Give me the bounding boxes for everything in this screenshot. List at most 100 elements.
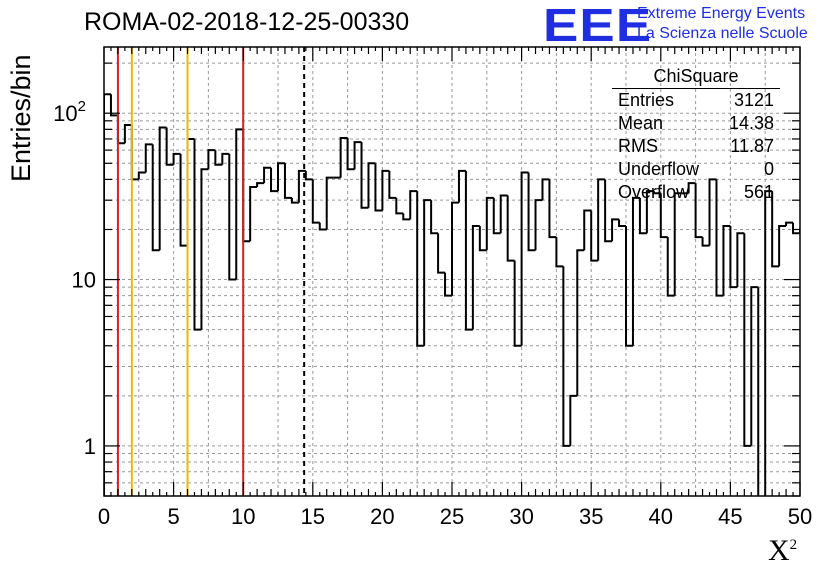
- stats-row: Entries 3121: [612, 89, 780, 112]
- x-tick-label: 50: [788, 504, 812, 529]
- histogram-bin: [457, 169, 466, 203]
- histogram-bin: [353, 141, 362, 170]
- x-tick-label: 30: [509, 504, 533, 529]
- histogram-bin: [381, 169, 390, 211]
- histogram-bin: [757, 287, 760, 496]
- histogram-bin: [367, 162, 376, 208]
- x-tick-label: 5: [167, 504, 179, 529]
- histogram-bin: [242, 129, 251, 243]
- stats-box: ChiSquare Entries 3121 Mean 14.38 RMS 11.87 Un…: [612, 64, 780, 204]
- stats-row: Overflow 561: [612, 181, 780, 204]
- stats-rows: Entries 3121 Mean 14.38 RMS 11.87 Underflow 0 Ov…: [612, 89, 780, 204]
- x-tick-label: 10: [231, 504, 255, 529]
- histogram-bin: [228, 153, 237, 281]
- histogram-bin: [778, 224, 787, 267]
- histogram-bin: [638, 197, 647, 235]
- histogram-bin: [659, 193, 668, 239]
- run-title: ROMA-02-2018-12-25-00330: [84, 8, 410, 36]
- histogram-bin: [771, 191, 780, 268]
- histogram-bin: [430, 200, 439, 235]
- histogram-bin: [325, 176, 334, 230]
- x-tick-label: 40: [649, 504, 673, 529]
- x-axis-label-main: X: [768, 534, 790, 567]
- histogram-bin: [256, 182, 265, 188]
- histogram-bin: [548, 179, 557, 239]
- histogram-bin: [123, 123, 132, 144]
- histogram-bin: [673, 192, 682, 296]
- histogram-bin: [109, 94, 118, 117]
- histogram-bin: [715, 179, 724, 297]
- histogram-bin: [750, 286, 759, 446]
- stats-row: RMS 11.87: [612, 135, 780, 158]
- histogram-bin: [318, 222, 327, 231]
- histogram-bin: [444, 272, 452, 297]
- stats-value: 3121: [733, 90, 774, 110]
- histogram-bin: [785, 221, 794, 226]
- histogram-bin: [346, 137, 355, 171]
- histogram-bin: [807, 191, 814, 229]
- histogram-bin: [645, 190, 654, 234]
- histogram-bin: [708, 178, 717, 246]
- logo-line-1: Extreme Energy Events: [637, 5, 806, 22]
- x-tick-label: 15: [301, 504, 325, 529]
- histogram-bin: [799, 228, 800, 234]
- histogram-bin: [618, 219, 626, 227]
- histogram-bin: [249, 186, 258, 242]
- histogram-bin: [339, 136, 348, 178]
- stats-title: ChiSquare: [612, 64, 780, 89]
- histogram-bin: [478, 225, 487, 252]
- histogram-bin: [625, 225, 633, 347]
- histogram-bin: [144, 143, 153, 173]
- x-axis-label-superscript: 2: [789, 537, 798, 553]
- histogram-bin: [416, 191, 425, 347]
- x-tick-label: 45: [718, 504, 742, 529]
- histogram-bin: [290, 197, 299, 204]
- histogram-bin: [792, 222, 800, 235]
- stats-label: Underflow: [618, 159, 700, 179]
- histogram-bin: [277, 162, 285, 192]
- histogram-bin: [451, 201, 459, 296]
- x-tick-label: 35: [579, 504, 603, 529]
- y-tick-label-exponent: 2: [78, 98, 86, 115]
- histogram-bin: [729, 225, 738, 289]
- logo-line-2: La Scienza nelle Scuole: [637, 25, 808, 42]
- histogram-bin: [130, 124, 139, 181]
- histogram-bin: [193, 138, 202, 331]
- histogram-bin: [402, 213, 411, 221]
- histogram-bin: [221, 152, 230, 165]
- histogram-bin: [207, 149, 216, 170]
- histogram-bin: [764, 190, 773, 496]
- histogram-bin: [569, 394, 578, 446]
- histogram-bin: [200, 168, 209, 330]
- histogram-bin: [499, 194, 508, 234]
- histogram-bin: [437, 233, 446, 274]
- y-tick-label-text: 10: [72, 268, 96, 293]
- histogram-bin: [283, 163, 292, 199]
- histogram-bin: [151, 144, 160, 252]
- histogram-bin: [158, 126, 167, 251]
- histogram-bin: [423, 199, 432, 346]
- histogram-bin: [590, 210, 599, 262]
- stats-value: 11.87: [730, 136, 774, 156]
- histogram-bin: [235, 128, 244, 280]
- histogram-bin: [360, 142, 369, 209]
- histogram-bin: [311, 179, 320, 224]
- stats-label: RMS: [618, 136, 658, 156]
- histogram-bin: [541, 178, 550, 201]
- histogram-bin: [137, 171, 146, 180]
- histogram-bin: [513, 260, 522, 347]
- histogram-bins: [104, 93, 814, 496]
- histogram-bin: [485, 196, 494, 251]
- stats-value: 561: [743, 182, 774, 202]
- histogram-bin: [604, 179, 613, 243]
- histogram-bin: [576, 249, 585, 396]
- stats-row: Mean 14.38: [612, 112, 780, 135]
- histogram-bin: [214, 150, 223, 166]
- y-tick-label-text: 10: [53, 101, 77, 126]
- histogram-bin: [304, 170, 313, 181]
- histogram-bin: [297, 169, 306, 203]
- histogram-bin: [464, 170, 473, 331]
- histogram-bin: [179, 153, 188, 247]
